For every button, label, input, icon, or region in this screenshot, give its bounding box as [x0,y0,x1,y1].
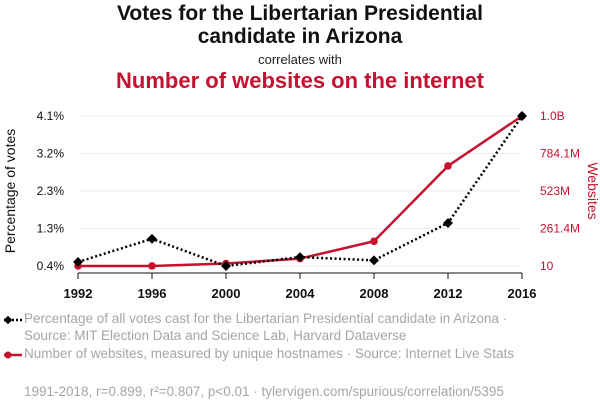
left-tick-label: 2.3% [37,184,65,198]
x-tick-label: 2012 [434,286,463,301]
right-tick-label: 1.0B [540,109,565,123]
legend-label-votes: Percentage of all votes cast for the Lib… [24,311,508,343]
data-point-votes [369,255,379,266]
data-point-votes [147,233,157,244]
data-point-votes [221,261,231,271]
right-tick-label: 261.4M [540,222,580,236]
right-tick-label: 784.1M [540,147,580,161]
right-tick-label: 10 [540,259,554,273]
chart-title-line2: candidate in Arizona [197,25,403,48]
left-axis-title: Percentage of votes [2,129,18,254]
right-tick-label: 523M [540,184,570,198]
footer-stats: 1991-2018, r=0.899, r²=0.807, p<0.01 · t… [24,384,504,399]
x-tick-label: 2000 [212,286,241,301]
left-tick-label: 0.4% [37,259,65,273]
data-point-votes [295,252,305,263]
x-tick-label: 1996 [138,286,167,301]
x-tick-label: 1992 [64,286,93,301]
x-tick-label: 2004 [286,286,316,301]
left-tick-label: 3.2% [37,147,65,161]
legend-label-websites: Number of websites, measured by unique h… [24,346,515,361]
x-tick-label: 2016 [508,286,537,301]
data-point-websites [148,262,156,270]
data-point-websites [370,237,378,246]
chart-title-series2: Number of websites on the internet [116,68,484,93]
right-axis-title: Websites [585,162,600,219]
legend-swatch-votes [3,315,22,325]
data-point-votes [443,218,453,228]
correlates-with-label: correlates with [258,52,342,67]
data-point-websites [444,162,452,170]
x-tick-label: 2008 [360,286,389,301]
legend-swatch-websites [4,351,22,359]
left-tick-label: 1.3% [37,222,65,236]
data-point-votes [517,111,527,121]
left-tick-label: 4.1% [37,109,65,123]
chart-title-line1: Votes for the Libertarian Presidential [116,2,484,25]
